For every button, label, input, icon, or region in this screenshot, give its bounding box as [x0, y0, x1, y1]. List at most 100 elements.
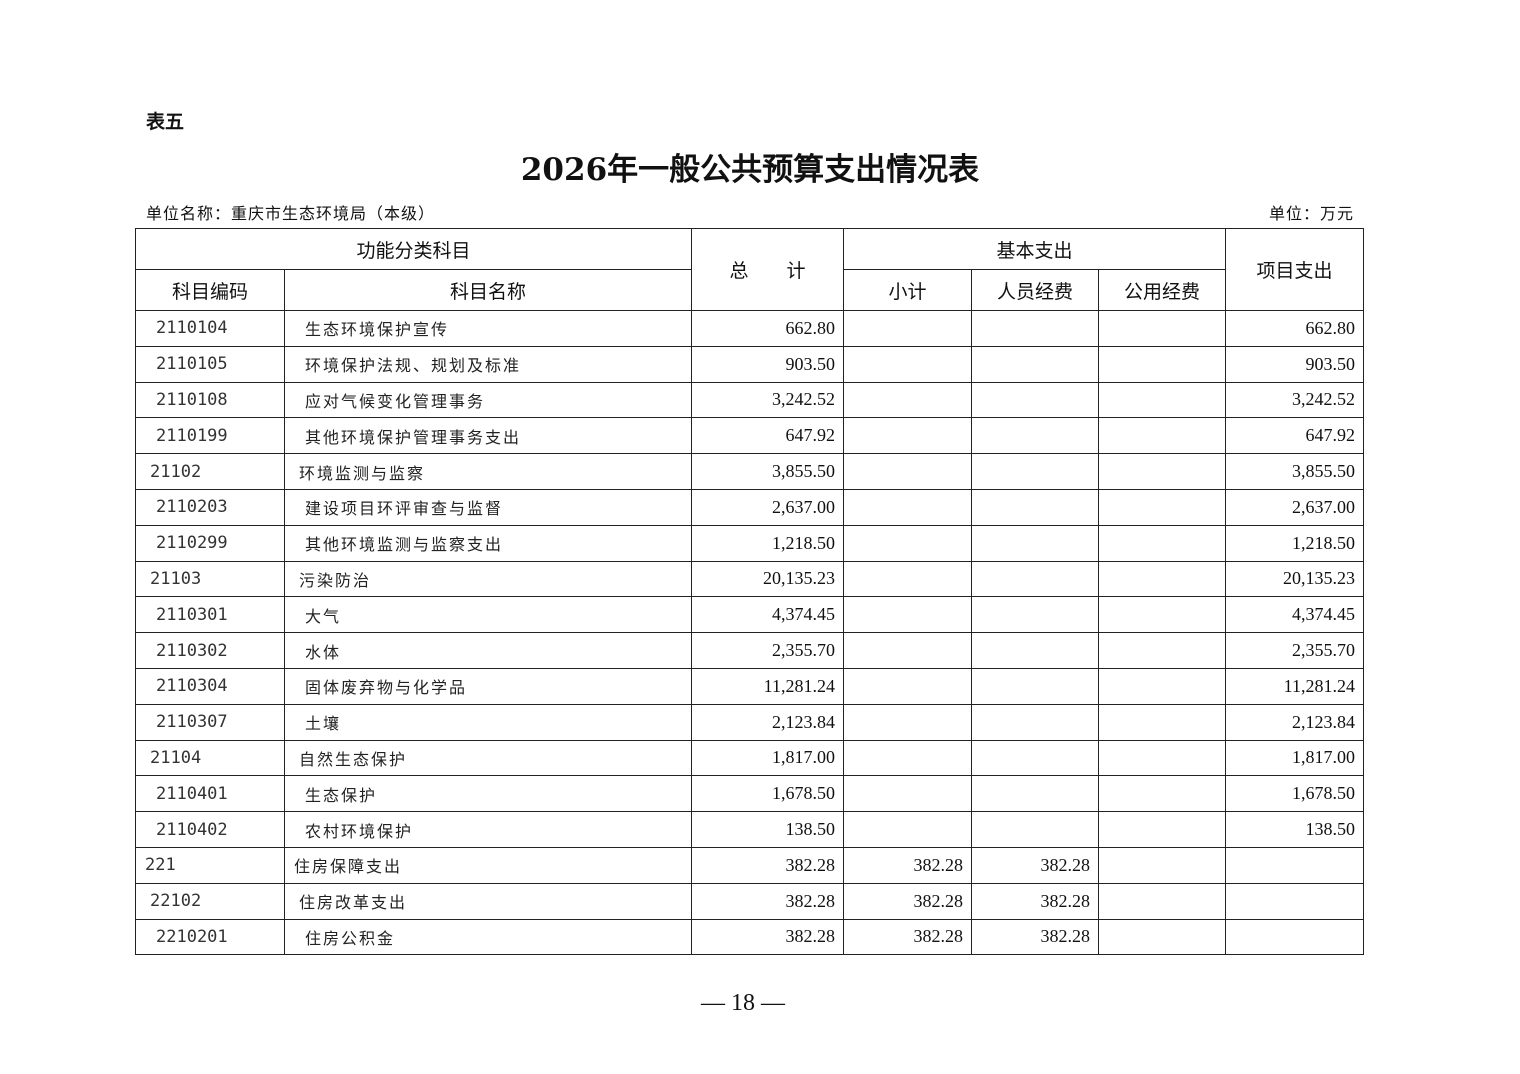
cell-total: 1,218.50: [691, 524, 845, 562]
cell-public: [1098, 417, 1227, 455]
cell-personnel: [971, 453, 1100, 490]
cell-subtotal: [843, 310, 973, 347]
cell-name: 土壤: [283, 703, 693, 741]
header-name: 科目名称: [283, 269, 693, 311]
cell-public: [1098, 453, 1227, 490]
cell-name: 住房公积金: [283, 918, 693, 956]
cell-personnel: 382.28: [971, 882, 1100, 920]
table-row: 2110203 建设项目环评审查与监督 2,637.00 2,637.00: [135, 488, 1365, 526]
cell-name: 生态环境保护宣传: [283, 310, 693, 347]
table-row: 21104 自然生态保护 1,817.00 1,817.00: [135, 739, 1365, 777]
header-project: 项目支出: [1225, 228, 1365, 311]
cell-project: 662.80: [1225, 310, 1365, 347]
table-row: 22102 住房改革支出 382.28 382.28 382.28: [135, 882, 1365, 920]
cell-total: 662.80: [691, 310, 845, 347]
cell-public: [1098, 524, 1227, 562]
cell-personnel: [971, 524, 1100, 562]
cell-subtotal: [843, 739, 973, 777]
cell-personnel: [971, 560, 1100, 598]
table-row: 2110302 水体 2,355.70 2,355.70: [135, 632, 1365, 669]
cell-total: 1,817.00: [691, 739, 845, 777]
cell-total: 1,678.50: [691, 775, 845, 813]
cell-code: 2110104: [135, 310, 285, 347]
cell-personnel: [971, 345, 1100, 383]
cell-public: [1098, 310, 1227, 347]
cell-public: [1098, 560, 1227, 598]
cell-name: 固体废弃物与化学品: [283, 667, 693, 705]
table-row: 2110402 农村环境保护 138.50 138.50: [135, 811, 1365, 848]
cell-name: 住房改革支出: [283, 882, 693, 920]
table-row: 2110108 应对气候变化管理事务 3,242.52 3,242.52: [135, 381, 1365, 419]
cell-project: 3,242.52: [1225, 381, 1365, 419]
cell-subtotal: [843, 560, 973, 598]
cell-code: 2210201: [135, 918, 285, 956]
table-row: 2110307 土壤 2,123.84 2,123.84: [135, 703, 1365, 741]
cell-project: [1225, 846, 1365, 884]
cell-total: 2,355.70: [691, 632, 845, 669]
cell-project: 903.50: [1225, 345, 1365, 383]
cell-code: 2110307: [135, 703, 285, 741]
cell-total: 382.28: [691, 918, 845, 956]
currency-unit: 单位：万元: [1268, 204, 1354, 223]
cell-code: 2110401: [135, 775, 285, 813]
cell-personnel: [971, 775, 1100, 813]
header-code: 科目编码: [135, 269, 285, 311]
cell-name: 大气: [283, 596, 693, 634]
table-label: 表五: [146, 111, 185, 133]
cell-subtotal: [843, 453, 973, 490]
cell-project: 138.50: [1225, 811, 1365, 848]
cell-code: 21102: [135, 453, 285, 490]
table-row: 21102 环境监测与监察 3,855.50 3,855.50: [135, 453, 1365, 490]
cell-project: [1225, 918, 1365, 956]
cell-project: 1,218.50: [1225, 524, 1365, 562]
cell-personnel: [971, 739, 1100, 777]
cell-project: 1,678.50: [1225, 775, 1365, 813]
cell-personnel: 382.28: [971, 918, 1100, 956]
cell-project: 20,135.23: [1225, 560, 1365, 598]
cell-subtotal: [843, 345, 973, 383]
table-row: 2110105 环境保护法规、规划及标准 903.50 903.50: [135, 345, 1365, 383]
cell-public: [1098, 882, 1227, 920]
cell-subtotal: [843, 811, 973, 848]
table-row: 2110104 生态环境保护宣传 662.80 662.80: [135, 310, 1365, 347]
cell-subtotal: [843, 417, 973, 455]
header-subtotal: 小计: [843, 269, 973, 311]
cell-code: 21103: [135, 560, 285, 598]
cell-subtotal: [843, 596, 973, 634]
cell-public: [1098, 632, 1227, 669]
cell-subtotal: 382.28: [843, 918, 973, 956]
cell-total: 647.92: [691, 417, 845, 455]
cell-code: 2110105: [135, 345, 285, 383]
cell-code: 2110199: [135, 417, 285, 455]
cell-subtotal: [843, 703, 973, 741]
header-total: 总 计: [691, 228, 845, 311]
cell-name: 水体: [283, 632, 693, 669]
cell-project: 3,855.50: [1225, 453, 1365, 490]
cell-total: 20,135.23: [691, 560, 845, 598]
cell-subtotal: [843, 775, 973, 813]
cell-total: 382.28: [691, 846, 845, 884]
cell-subtotal: 382.28: [843, 846, 973, 884]
cell-name: 生态保护: [283, 775, 693, 813]
header-public: 公用经费: [1098, 269, 1227, 311]
cell-code: 2110299: [135, 524, 285, 562]
cell-total: 138.50: [691, 811, 845, 848]
cell-project: 4,374.45: [1225, 596, 1365, 634]
header-personnel: 人员经费: [971, 269, 1100, 311]
cell-public: [1098, 596, 1227, 634]
cell-project: [1225, 882, 1365, 920]
cell-subtotal: [843, 488, 973, 526]
cell-code: 2110203: [135, 488, 285, 526]
cell-project: 2,355.70: [1225, 632, 1365, 669]
cell-public: [1098, 667, 1227, 705]
cell-personnel: [971, 703, 1100, 741]
cell-subtotal: [843, 667, 973, 705]
table-row: 2110299 其他环境监测与监察支出 1,218.50 1,218.50: [135, 524, 1365, 562]
cell-total: 2,123.84: [691, 703, 845, 741]
cell-personnel: [971, 381, 1100, 419]
cell-personnel: [971, 596, 1100, 634]
cell-subtotal: [843, 381, 973, 419]
cell-project: 2,637.00: [1225, 488, 1365, 526]
table-row: 221 住房保障支出 382.28 382.28 382.28: [135, 846, 1365, 884]
page-number: — 18 —: [701, 990, 785, 1016]
